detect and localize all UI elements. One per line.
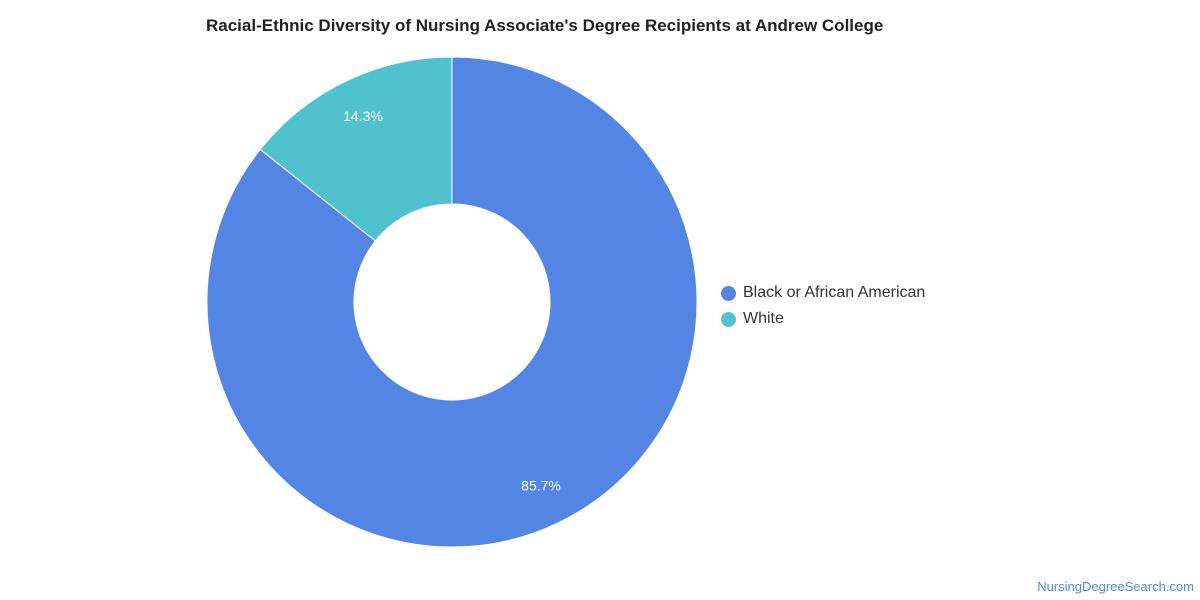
donut-slice-labels: 85.7% 14.3% [343, 108, 561, 493]
donut-slices [206, 56, 698, 548]
legend-label-white: White [743, 310, 784, 327]
legend-item-black-or-african-american[interactable]: Black or African American [721, 280, 925, 306]
legend-swatch-black-or-african-american [721, 285, 736, 301]
slice-label-black-or-african-american: 85.7% [521, 477, 561, 493]
slice-label-white: 14.3% [343, 108, 383, 124]
donut-slice-white[interactable] [259, 56, 453, 242]
legend-item-white[interactable]: White [721, 306, 925, 332]
source-watermark[interactable]: NursingDegreeSearch.com [1037, 579, 1194, 594]
chart-legend: Black or African American White [721, 280, 925, 332]
donut-slice-black-or-african-american[interactable] [206, 56, 698, 548]
legend-swatch-white [721, 311, 736, 327]
chart-title: Racial-Ethnic Diversity of Nursing Assoc… [206, 16, 884, 35]
legend-label-black-or-african-american: Black or African American [743, 284, 926, 301]
